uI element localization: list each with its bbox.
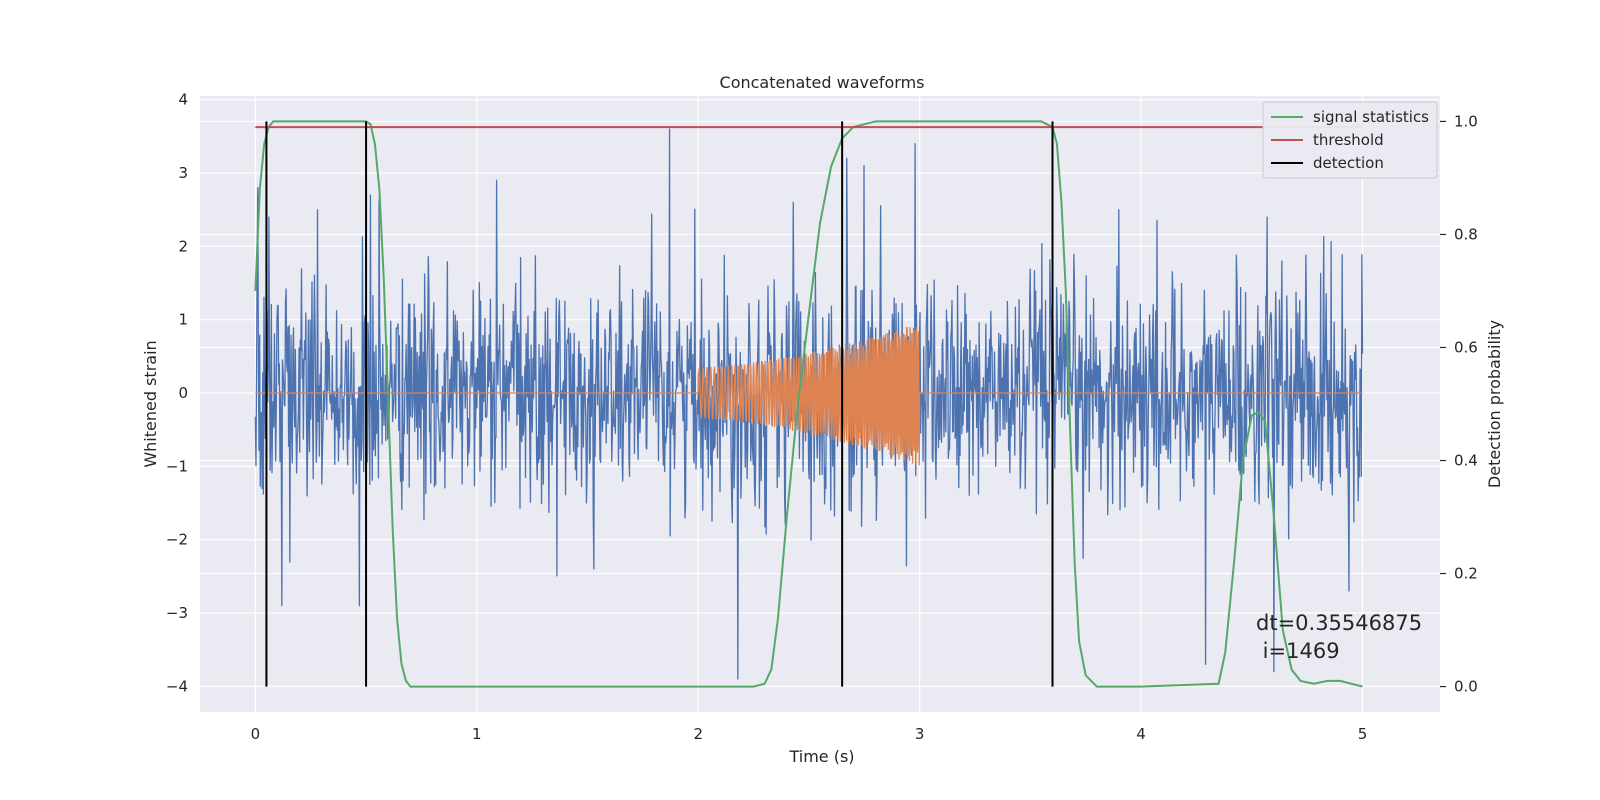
x-tick-label: 3: [915, 725, 925, 743]
x-axis-label: Time (s): [788, 747, 854, 766]
y2-tick-label: 0.4: [1454, 452, 1478, 470]
annotation-i: i=1469: [1256, 639, 1340, 663]
y-tick-label: 3: [178, 164, 188, 182]
legend-box: [1262, 101, 1438, 179]
y-tick-label: −3: [166, 604, 188, 622]
y2-tick-label: 0.2: [1454, 565, 1478, 583]
legend-label-threshold: threshold: [1313, 131, 1384, 149]
y2-tick-label: 0.0: [1454, 678, 1478, 696]
y-tick-label: 4: [178, 91, 188, 109]
x-tick-label: 0: [251, 725, 261, 743]
legend-label-detection: detection: [1313, 154, 1384, 172]
annotation-dt: dt=0.35546875: [1256, 611, 1422, 635]
legend-label-signal-statistics: signal statistics: [1313, 108, 1429, 126]
y-tick-label: 0: [178, 384, 188, 402]
y-tick-label: 2: [178, 237, 188, 255]
y-tick-label: 1: [178, 311, 188, 329]
strain-line: [254, 128, 1364, 680]
series-layer: [254, 120, 1364, 688]
y-tick-label: −4: [166, 677, 188, 695]
x-tick-label: 4: [1136, 725, 1146, 743]
x-tick-label: 1: [472, 725, 482, 743]
annotation: dt=0.35546875 i=1469: [1256, 611, 1422, 663]
injection-line: [255, 326, 1363, 466]
y2-tick-label: 0.8: [1454, 225, 1478, 243]
legend: signal statistics threshold detection: [1262, 101, 1438, 179]
y-tick-label: −2: [166, 531, 188, 549]
tick-labels: 0 1 2 3 4 5 −4 −3 −2 −1 0 1 2 3 4 0.0 0.2 0.4 0.6 0.8 1.0: [166, 91, 1478, 743]
y2-tick-label: 0.6: [1454, 338, 1478, 356]
y2-axis-label: Detection probability: [1485, 320, 1504, 488]
x-tick-label: 2: [693, 725, 703, 743]
chart-title: Concatenated waveforms: [720, 73, 925, 92]
y-tick-label: −1: [166, 457, 188, 475]
x-tick-label: 5: [1358, 725, 1368, 743]
y-axis-label: Whitened strain: [141, 340, 160, 467]
y2-tick-label: 1.0: [1454, 112, 1478, 130]
